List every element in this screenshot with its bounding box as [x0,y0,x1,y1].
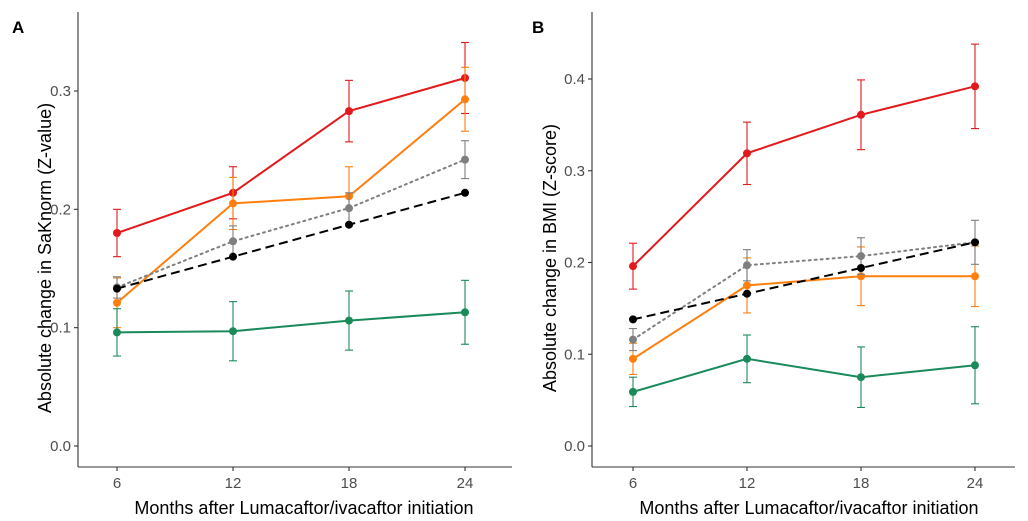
series-line [116,158,466,289]
data-point [461,308,469,317]
data-point [461,188,469,197]
y-tick-label: 0.1 [564,346,585,363]
y-tick-label: 0.3 [50,83,71,100]
data-point [345,204,353,213]
data-point [629,262,637,271]
data-point [743,289,751,298]
data-point [743,281,751,290]
series-4 [113,279,469,362]
data-point [345,316,353,325]
data-point [229,327,237,336]
data-point [229,237,237,246]
data-point [113,328,121,337]
y-tick-label: 0.3 [564,163,585,180]
series-2 [113,140,469,299]
panel-a: A Absolute change in SaKnorm (Z-value) M… [12,12,512,518]
series-line [632,357,976,393]
x-tick-label: 18 [853,475,870,492]
series-1 [629,245,979,375]
y-tick-label: 0.2 [564,255,585,272]
data-point [229,252,237,261]
data-point [971,361,979,370]
data-point [113,229,121,237]
series-line [632,275,975,360]
x-axis-title: Months after Lumacaftor/ivacaftor initia… [134,498,473,518]
panel-label: A [12,18,24,37]
series-line [116,311,466,334]
x-tick-label: 24 [457,475,474,492]
data-point [971,272,979,281]
series-line [116,77,466,234]
series-3 [113,188,469,293]
series-0 [629,43,979,290]
data-point [345,220,353,229]
x-tick-label: 12 [739,475,756,492]
y-axis-title: Absolute change in BMI (Z-score) [540,124,560,392]
data-point [629,335,637,344]
data-point [857,373,865,382]
data-point [743,354,751,363]
series-3 [629,238,979,324]
series-line [116,191,466,290]
x-tick-label: 6 [629,475,637,492]
series-4 [629,326,979,409]
data-point [971,238,979,247]
data-point [113,298,121,307]
data-point [857,264,865,273]
data-point [629,315,637,324]
y-tick-label: 0.1 [50,320,71,337]
data-point [229,199,237,208]
y-axis-title: Absolute change in SaKnorm (Z-value) [35,103,55,413]
y-tick-label: 0.4 [564,71,585,88]
data-point [743,261,751,270]
data-point [345,107,353,116]
y-tick-label: 0.0 [50,438,71,455]
data-point [113,284,121,293]
series-line [632,85,976,267]
series-line [116,98,466,304]
series-2 [629,219,979,352]
data-point [743,149,751,158]
data-point [857,110,865,119]
data-point [857,252,865,261]
panel-label: B [532,18,544,37]
y-tick-label: 0.2 [50,201,71,218]
data-point [629,387,637,396]
x-tick-label: 6 [113,475,121,492]
panel-b: B Absolute change in BMI (Z-score) Month… [532,12,1015,518]
x-tick-label: 12 [225,475,242,492]
data-point [629,354,637,363]
data-point [461,95,469,104]
series-line [632,241,976,321]
x-tick-label: 18 [341,475,358,492]
x-axis-title: Months after Lumacaftor/ivacaftor initia… [639,498,978,518]
data-point [971,82,979,91]
series-1 [113,66,469,329]
data-point [461,155,469,164]
y-tick-label: 0.0 [564,438,585,455]
series-line [632,241,976,341]
x-tick-label: 24 [967,475,984,492]
